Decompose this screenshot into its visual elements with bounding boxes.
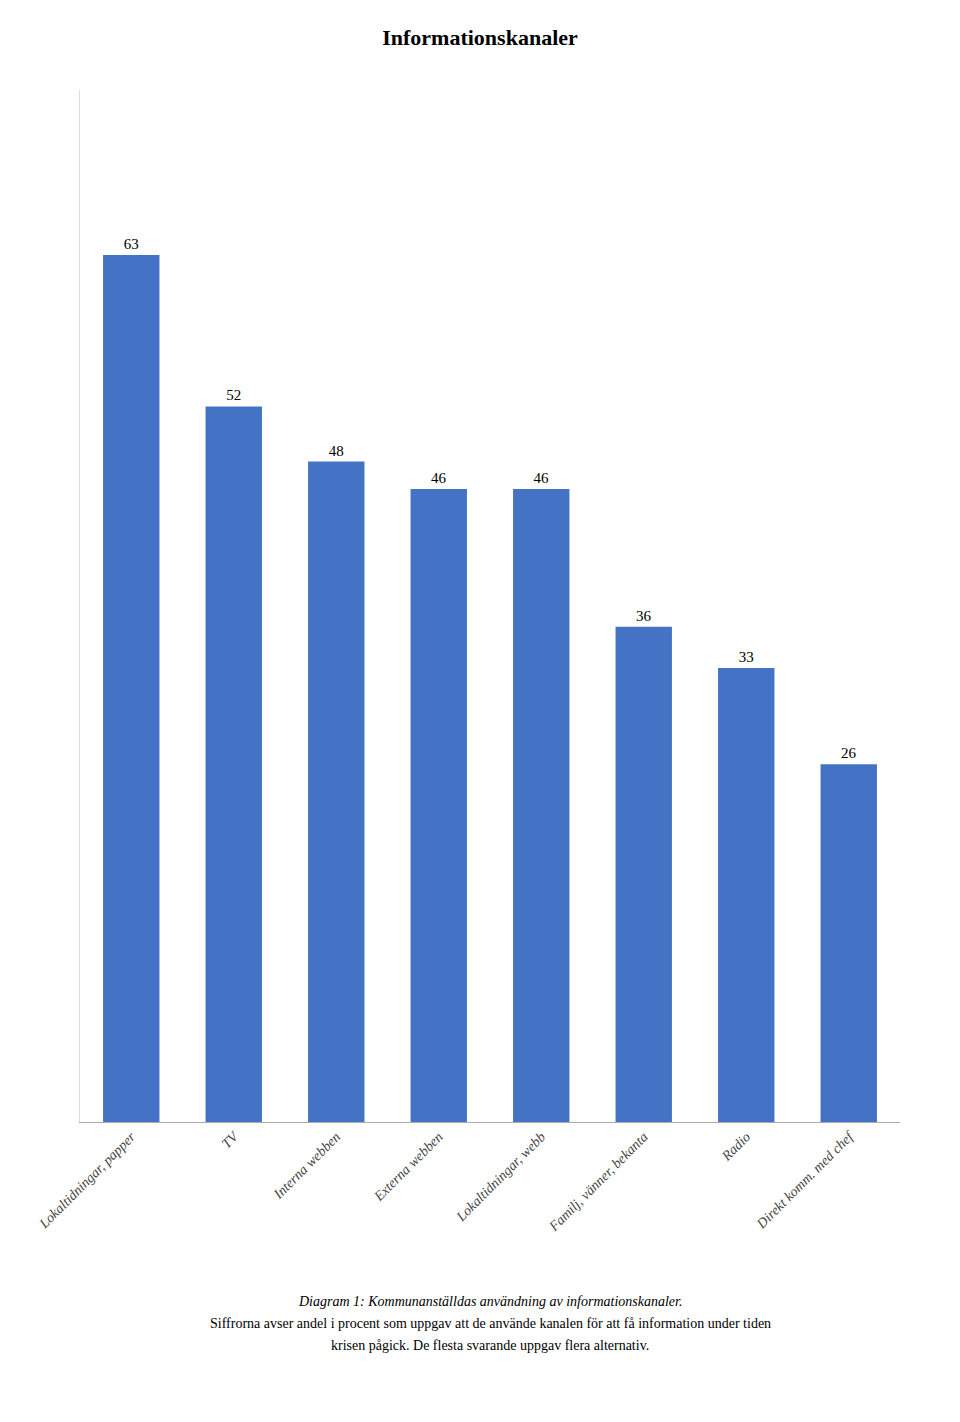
svg-text:Lokaltidningar, webb: Lokaltidningar, webb <box>453 1129 548 1224</box>
svg-text:46: 46 <box>534 470 550 486</box>
svg-text:Siffrorna avser andel i procen: Siffrorna avser andel i procent som uppg… <box>210 1316 771 1331</box>
svg-text:krisen pågick. De flesta svara: krisen pågick. De flesta svarande uppgav… <box>331 1338 649 1353</box>
svg-text:Externa webben: Externa webben <box>370 1129 445 1204</box>
svg-text:52: 52 <box>226 387 241 403</box>
svg-text:Radio: Radio <box>718 1129 753 1164</box>
svg-text:46: 46 <box>431 470 447 486</box>
svg-text:Direkt komm. med chef: Direkt komm. med chef <box>753 1128 857 1232</box>
svg-text:36: 36 <box>636 608 652 624</box>
svg-text:Familj, vänner, bekanta: Familj, vänner, bekanta <box>545 1129 650 1234</box>
svg-text:Informationskanaler: Informationskanaler <box>382 25 578 50</box>
svg-text:33: 33 <box>739 649 754 665</box>
svg-text:26: 26 <box>841 745 857 761</box>
svg-text:63: 63 <box>124 236 139 252</box>
svg-text:TV: TV <box>219 1128 242 1151</box>
svg-text:Diagram 1: Kommunanställdas an: Diagram 1: Kommunanställdas användning a… <box>298 1294 682 1309</box>
svg-text:Lokaltidningar, papper: Lokaltidningar, papper <box>36 1129 139 1232</box>
svg-text:48: 48 <box>329 443 344 459</box>
svg-text:Interna webben: Interna webben <box>270 1129 343 1202</box>
